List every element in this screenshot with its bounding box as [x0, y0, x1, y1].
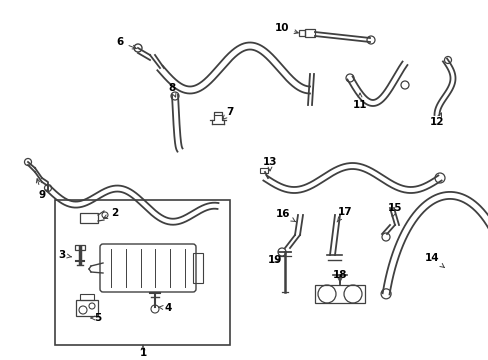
Text: 13: 13: [262, 157, 277, 171]
Bar: [314, 285, 364, 303]
Bar: [80, 294, 94, 300]
Text: 14: 14: [424, 253, 444, 267]
Bar: [193, 253, 203, 283]
Text: 18: 18: [332, 270, 346, 283]
Bar: [80, 213, 98, 223]
Text: 3: 3: [58, 250, 71, 260]
Bar: [305, 29, 314, 37]
Text: 12: 12: [429, 113, 443, 127]
Text: 1: 1: [139, 345, 146, 358]
Text: 8: 8: [168, 83, 176, 97]
Text: 5: 5: [91, 313, 102, 323]
Bar: [260, 168, 267, 173]
Text: 11: 11: [352, 93, 366, 110]
Text: 4: 4: [158, 303, 171, 313]
Text: 16: 16: [275, 209, 295, 222]
Text: 2: 2: [103, 208, 119, 219]
Text: 6: 6: [116, 37, 136, 49]
Text: 17: 17: [336, 207, 351, 222]
Bar: [76, 300, 98, 316]
Bar: [75, 245, 85, 250]
Text: 19: 19: [267, 255, 282, 265]
Text: 7: 7: [223, 107, 233, 119]
Bar: [55, 200, 229, 345]
Bar: [298, 30, 305, 36]
Text: 15: 15: [387, 203, 402, 217]
Text: 9: 9: [36, 179, 45, 200]
Text: 10: 10: [274, 23, 298, 33]
